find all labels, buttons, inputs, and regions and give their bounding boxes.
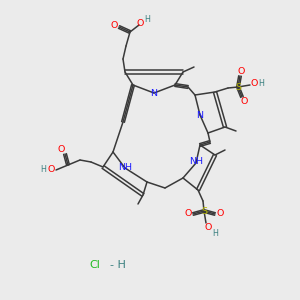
Text: H: H [212,229,218,238]
Text: O: O [110,22,118,31]
Text: O: O [240,97,248,106]
Text: O: O [216,209,224,218]
Text: O: O [47,164,55,173]
Text: - H: - H [110,260,126,270]
Text: O: O [250,80,258,88]
Text: S: S [235,82,241,91]
Text: S: S [201,206,207,215]
Text: O: O [184,209,192,218]
Text: NH: NH [118,163,132,172]
Text: H: H [258,80,264,88]
Text: Cl: Cl [90,260,101,270]
Text: O: O [57,146,65,154]
Text: O: O [136,20,144,28]
Text: O: O [237,68,245,76]
Text: N: N [196,110,203,119]
Text: O: O [204,223,212,232]
Text: H: H [144,16,150,25]
Text: H: H [40,164,46,173]
Text: NH: NH [189,158,203,166]
Text: N: N [151,88,158,98]
